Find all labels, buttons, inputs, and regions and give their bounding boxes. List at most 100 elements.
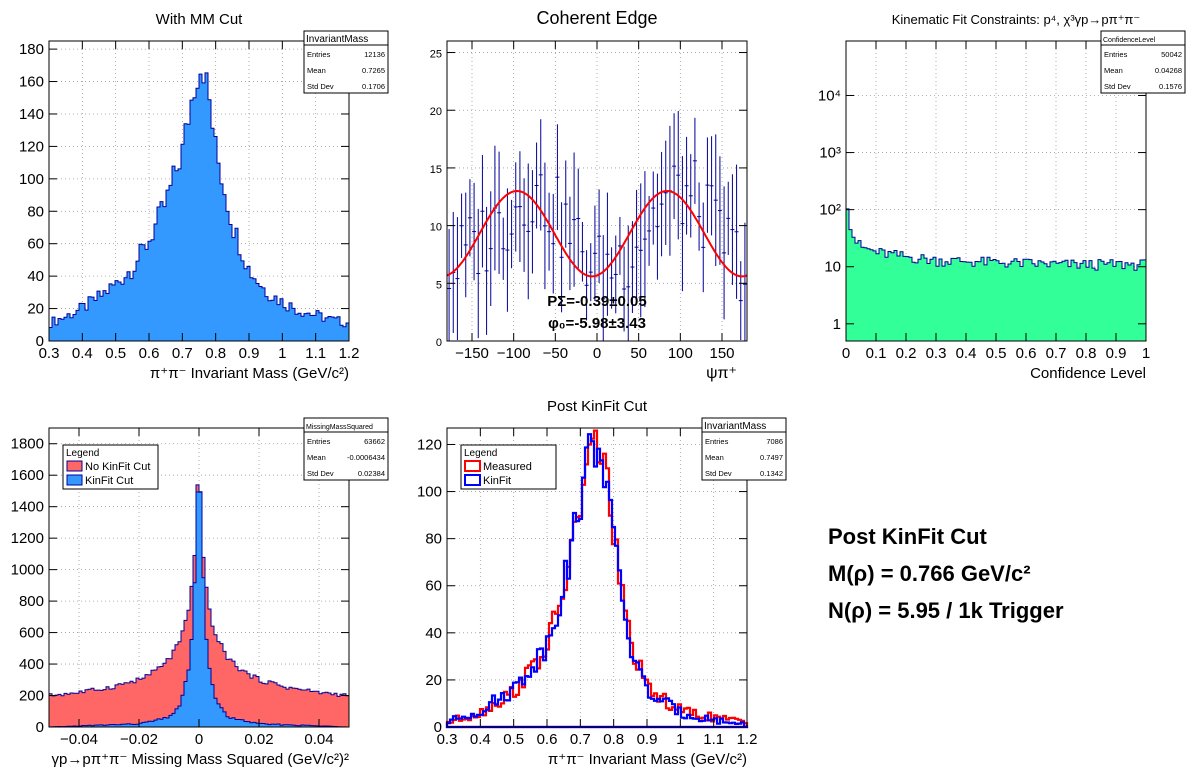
x-tick-label: 0.9: [239, 345, 260, 362]
x-tick-label: 150: [709, 345, 734, 362]
legend: Legend No KinFit Cut KinFit Cut: [62, 444, 159, 490]
y-tick-label: 600: [19, 625, 44, 642]
chart-title: Coherent Edge: [536, 8, 657, 28]
x-tick-label: 0.8: [603, 731, 624, 748]
x-tick-label: 0.6: [537, 731, 558, 748]
y-tick-label: 0: [436, 337, 442, 349]
y-tick-label: 80: [27, 203, 44, 220]
stats-label: Mean: [1104, 66, 1123, 75]
x-axis-label: π⁺π⁻ Invariant Mass (GeV/c²): [548, 751, 747, 768]
legend-label: No KinFit Cut: [85, 461, 150, 473]
x-axis-label: π⁺π⁻ Invariant Mass (GeV/c²): [150, 365, 349, 382]
y-tick-label: 20: [27, 301, 44, 318]
stats-value: 0.04268: [1155, 66, 1182, 75]
stats-box: InvariantMass Entries 12136 Mean 0.7265 Std D…: [303, 30, 389, 94]
stats-value: 0.1576: [1159, 82, 1182, 91]
y-tick-label: 400: [19, 656, 44, 673]
y-tick-label: 160: [19, 74, 44, 91]
x-tick-label: 1: [676, 731, 684, 748]
axes: −0.04 −0.02 0 0.02 0.04 0 200 400 600 800 1000 1200…: [11, 428, 349, 748]
x-tick-label: 1.2: [339, 345, 360, 362]
y-tick-label: 100: [417, 484, 442, 501]
legend-swatch: [464, 474, 481, 486]
y-tick-label: 1200: [11, 530, 44, 547]
x-tick-label: 1: [1142, 345, 1150, 362]
stats-box-frame: [303, 417, 389, 481]
x-tick-label: 0.8: [1076, 345, 1097, 362]
y-tick-label: 60: [425, 578, 442, 595]
x-tick-label: 0.7: [1046, 345, 1067, 362]
x-tick-label: 0.3: [39, 345, 60, 362]
x-tick-label: 0.7: [172, 345, 193, 362]
x-tick-label: 1.1: [703, 731, 724, 748]
fit-annotation: PΣ=-0.39±0.05: [547, 293, 646, 310]
y-tick-label: 15: [430, 164, 442, 176]
stats-box-frame: [701, 417, 787, 481]
legend-label: KinFit: [483, 475, 511, 487]
stats-value: 0.02384: [358, 469, 385, 478]
x-tick-label: 0: [842, 345, 850, 362]
x-tick-label: 50: [630, 345, 647, 362]
y-tick-label: 180: [19, 41, 44, 58]
fit-annotation: φ₀=-5.98±3.43: [548, 315, 646, 332]
summary-panel: Post KinFit Cut M(ρ) = 0.766 GeV/c² N(ρ)…: [828, 518, 1064, 629]
y-tick-label: 40: [27, 268, 44, 285]
x-tick-label: 0.4: [956, 345, 977, 362]
y-tick-label: 10²: [819, 202, 841, 219]
chart-title: Kinematic Fit Constraints: p⁴, χ³γp→pπ⁺π…: [892, 12, 1141, 27]
y-tick-label: 100: [19, 171, 44, 188]
y-tick-label: 200: [19, 688, 44, 705]
x-tick-label: 0.04: [304, 731, 333, 748]
x-tick-label: 0.8: [205, 345, 226, 362]
x-tick-label: 0.5: [986, 345, 1007, 362]
histogram-bars: [845, 208, 1147, 342]
x-tick-label: 100: [668, 345, 693, 362]
y-tick-label: 0: [434, 719, 442, 736]
chart-kinematic-fit-constraints: 0 0.1 0.2 0.3 0.4 0.5 0.6 0.7 0.8 0.9 1 1 10 10² 10³ 10…: [818, 12, 1186, 382]
x-tick-label: 0.3: [926, 345, 947, 362]
y-tick-label: 0: [36, 719, 44, 736]
y-tick-label: 1: [833, 316, 841, 333]
x-tick-label: −0.04: [60, 731, 98, 748]
stats-name: InvariantMass: [306, 34, 368, 45]
stats-value: 0.1706: [362, 82, 385, 91]
plot-frame: [446, 427, 748, 728]
stats-box-frame: [1100, 30, 1186, 94]
series-kinfit: [445, 433, 749, 729]
legend-title: Legend: [464, 448, 497, 459]
chart-with-mm-cut: 0.3 0.4 0.5 0.6 0.7 0.8 0.9 1 1.1 1.2 0 20 40 60 80 100…: [19, 11, 389, 382]
histogram-line: [445, 433, 749, 729]
series-data: [48, 72, 350, 342]
legend: Legend Measured KinFit: [460, 444, 557, 490]
x-tick-label: 0.5: [503, 731, 524, 748]
y-tick-label: 1400: [11, 499, 44, 516]
stats-label: Std Dev: [705, 469, 732, 478]
stats-value: 0.1342: [760, 469, 783, 478]
x-tick-label: 0.9: [637, 731, 658, 748]
x-tick-label: 0.3: [437, 731, 458, 748]
chart-post-kinfit-cut: 0.3 0.4 0.5 0.6 0.7 0.8 0.9 1 1.1 1.2 0 20 40 60 80 100…: [417, 398, 787, 768]
x-axis-label: γp→pπ⁺π⁻ Missing Mass Squared (GeV/c²)²: [52, 751, 349, 768]
y-tick-label: 25: [430, 49, 442, 61]
x-axis-label: ψπ⁺: [706, 365, 737, 382]
stats-value: 0.7497: [760, 453, 783, 462]
x-tick-label: 0.4: [72, 345, 93, 362]
stats-label: Mean: [307, 453, 326, 462]
x-tick-label: 0.6: [1016, 345, 1037, 362]
stats-label: Entries: [307, 50, 331, 59]
y-tick-label: 0: [36, 333, 44, 350]
y-tick-label: 120: [19, 138, 44, 155]
histogram-bars: [48, 72, 350, 342]
legend-swatch: [464, 460, 481, 472]
y-tick-label: 40: [425, 625, 442, 642]
x-tick-label: −100: [497, 345, 531, 362]
y-tick-label: 60: [27, 236, 44, 253]
legend-label: Measured: [483, 461, 532, 473]
stats-box-frame: [303, 30, 389, 94]
x-tick-label: −0.02: [120, 731, 158, 748]
y-tick-label: 1600: [11, 467, 44, 484]
y-tick-label: 80: [425, 531, 442, 548]
legend-swatch: [66, 474, 83, 486]
x-tick-label: 0.6: [139, 345, 160, 362]
